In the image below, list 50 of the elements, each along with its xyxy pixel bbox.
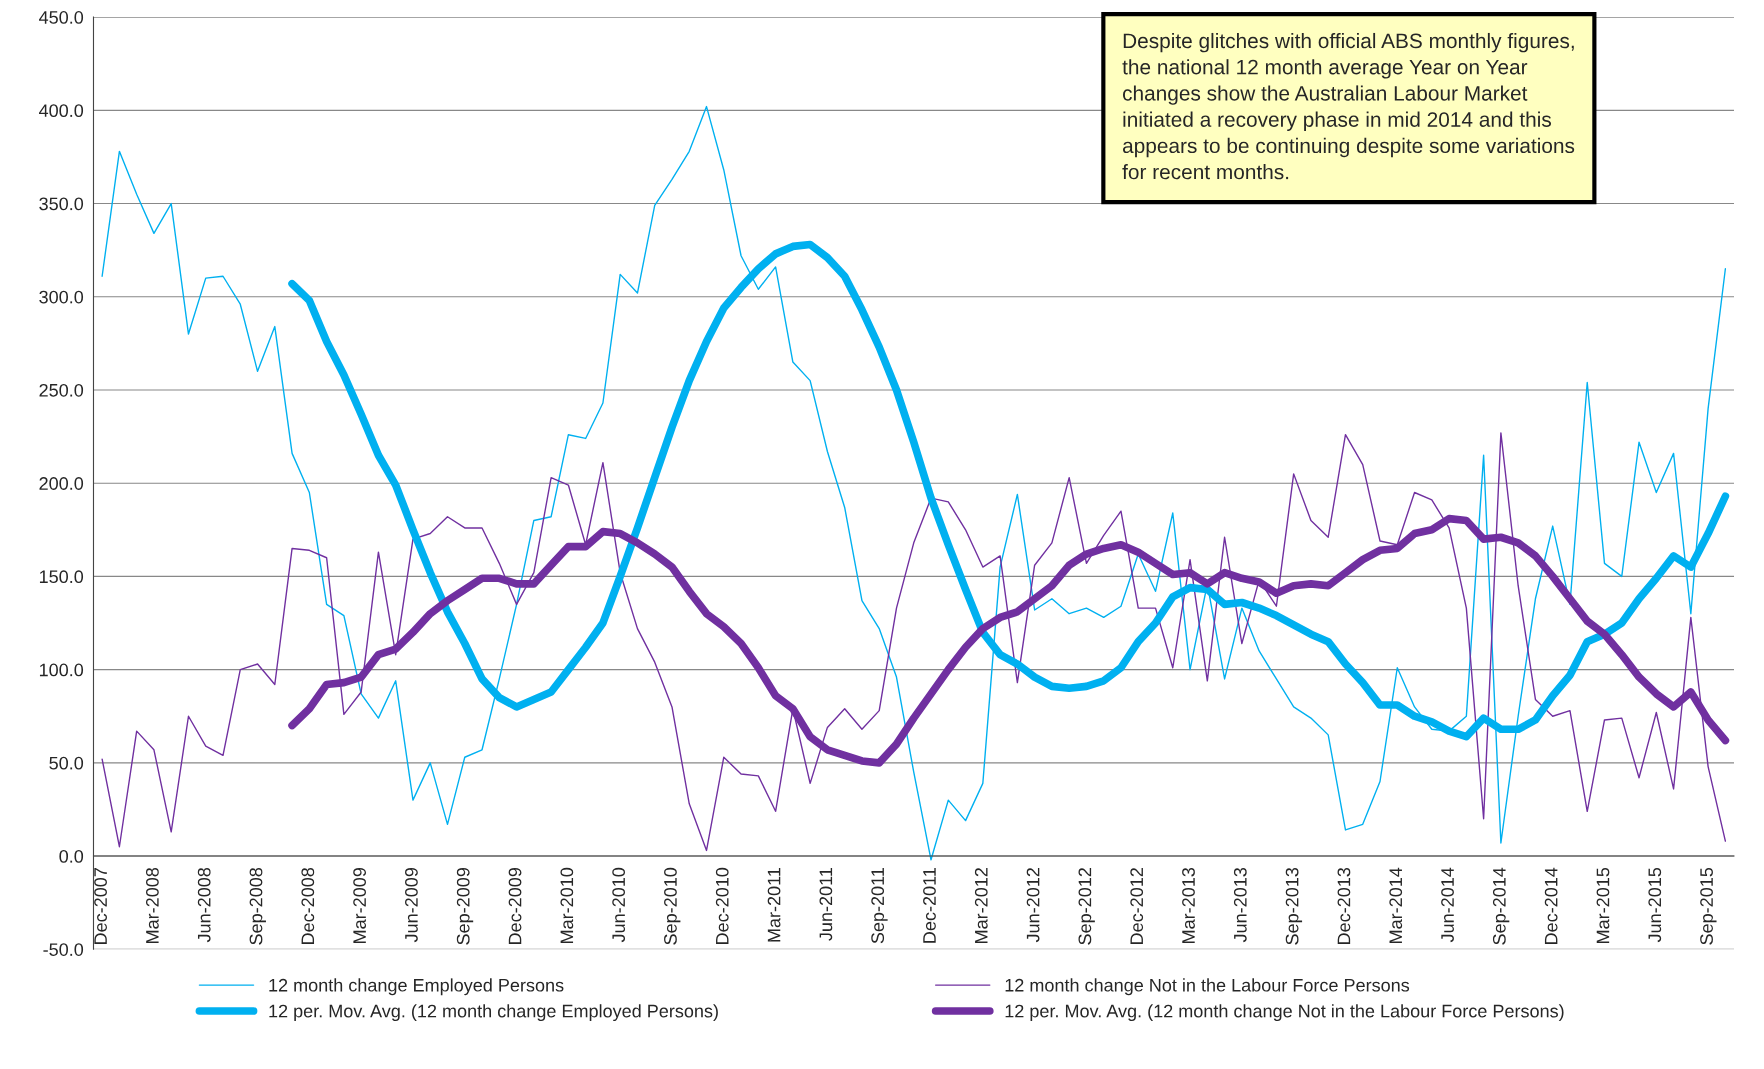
x-tick-label: Jun-2009: [405, 868, 418, 943]
x-tick-label: Jun-2011: [819, 868, 833, 941]
x-tick-label: Sep-2010: [664, 867, 681, 945]
x-tick-label: Jun-2012: [1026, 868, 1040, 943]
x-tick-label: Jun-2014: [1441, 867, 1454, 943]
legend-label: 12 month change Not in the Labour Force Persons: [1005, 978, 1410, 996]
y-tick-label: 300.0: [39, 290, 84, 304]
x-tick-label: Sep-2012: [1078, 868, 1095, 945]
x-tick-label: Dec-2010: [715, 867, 729, 944]
y-tick-label: 0.0: [59, 849, 84, 863]
y-tick-label: 350.0: [39, 197, 84, 211]
x-tick-label: Mar-2009: [353, 868, 366, 943]
x-tick-label: Mar-2008: [145, 867, 159, 943]
y-tick-label: 100.0: [39, 663, 84, 677]
x-tick-label: Mar-2013: [1182, 867, 1195, 943]
x-tick-label: Dec-2008: [301, 867, 315, 944]
x-tick-label: Jun-2013: [1233, 867, 1247, 943]
x-tick-label: Mar-2010: [560, 867, 574, 943]
x-tick-label: Sep-2011: [871, 868, 888, 944]
y-tick-label: 400.0: [39, 104, 84, 118]
y-tick-label: 150.0: [39, 570, 84, 584]
x-tick-label: Sep-2015: [1700, 867, 1717, 945]
x-tick-label: Dec-2011: [923, 868, 936, 943]
x-tick-label: Mar-2014: [1389, 867, 1403, 943]
x-tick-label: Jun-2015: [1648, 867, 1662, 943]
legend-label: 12 per. Mov. Avg. (12 month change Not in the Labour Force Persons): [1005, 1004, 1564, 1022]
x-tick-label: Dec-2007: [94, 868, 107, 944]
x-tick-label: Sep-2013: [1285, 867, 1303, 945]
x-tick-label: Dec-2014: [1544, 867, 1558, 944]
x-tick-label: Sep-2009: [456, 868, 474, 945]
x-tick-label: Mar-2015: [1596, 867, 1610, 943]
y-tick-label: 250.0: [39, 383, 84, 397]
legend-label: 12 per. Mov. Avg. (12 month change Employed Persons): [269, 1004, 718, 1022]
legend-label: 12 month change Employed Persons: [269, 978, 564, 996]
x-tick-label: Jun-2008: [197, 867, 211, 943]
y-tick-label: 50.0: [49, 756, 84, 770]
y-tick-label: -50.0: [43, 943, 84, 956]
x-tick-label: Dec-2013: [1337, 867, 1351, 944]
y-tick-label: 200.0: [39, 477, 84, 490]
x-tick-label: Jun-2010: [612, 867, 626, 943]
x-tick-label: Dec-2009: [508, 868, 522, 944]
x-tick-label: Mar-2011: [767, 868, 781, 942]
y-tick-label: 450.0: [39, 11, 84, 24]
line-series: [101, 432, 1727, 852]
x-tick-label: Sep-2014: [1492, 867, 1510, 945]
line-series: [101, 105, 1727, 861]
x-tick-label: Sep-2008: [249, 867, 266, 945]
annotation: Despite glitches with official ABS monthly figures, the national 12 month average Year on Year changes show the Australian Labour Market initiated a recovery phase in mid 2014 and this appears to be continuing despite some variations for recent months.: [1122, 32, 1575, 180]
x-tick-label: Dec-2012: [1130, 868, 1144, 944]
x-tick-label: Mar-2012: [974, 868, 988, 943]
